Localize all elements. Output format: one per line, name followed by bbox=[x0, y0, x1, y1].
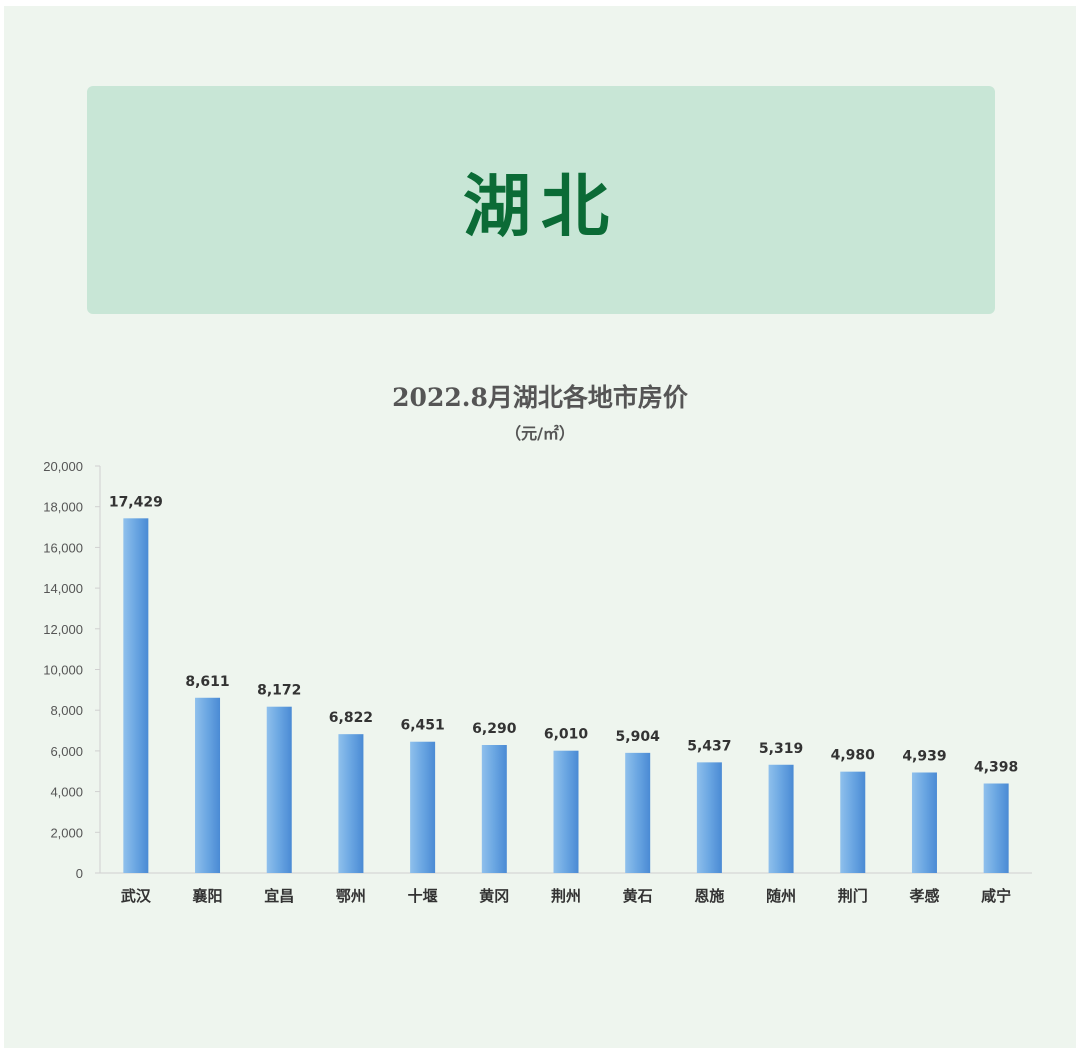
banner-title: 湖北 bbox=[462, 167, 619, 247]
x-tick-label: 咸宁 bbox=[981, 887, 1011, 905]
bar bbox=[338, 734, 364, 873]
data-label: 6,451 bbox=[400, 718, 444, 734]
chart-subtitle: （元/㎡） bbox=[505, 424, 575, 443]
x-tick-label: 宜昌 bbox=[264, 887, 294, 905]
x-tick-label: 孝感 bbox=[908, 887, 939, 905]
bar bbox=[266, 706, 292, 873]
y-tick-label: 16,000 bbox=[43, 540, 83, 555]
data-label: 4,398 bbox=[974, 760, 1018, 776]
x-tick-label: 襄阳 bbox=[192, 887, 223, 905]
y-tick-label: 10,000 bbox=[43, 663, 83, 678]
data-label: 17,429 bbox=[109, 494, 163, 510]
x-tick-label: 武汉 bbox=[121, 887, 152, 905]
y-tick-label: 8,000 bbox=[50, 703, 83, 718]
y-tick-label: 18,000 bbox=[43, 500, 83, 515]
bar bbox=[840, 771, 866, 873]
y-tick-label: 12,000 bbox=[43, 622, 83, 637]
y-tick-label: 14,000 bbox=[43, 581, 83, 596]
y-tick-label: 4,000 bbox=[50, 785, 83, 800]
bars: 17,429 武汉 8,611 襄阳 8,172 宜昌 6,822 鄂州 6,451 十堰 6,29… bbox=[109, 494, 1018, 905]
page-background: 湖北 2022.8月湖北各地市房价 （元/㎡） bbox=[4, 6, 1076, 1048]
x-tick-label: 荆门 bbox=[838, 887, 868, 905]
chart-title: 2022.8月湖北各地市房价 bbox=[392, 383, 688, 412]
x-tick-label: 随州 bbox=[766, 887, 796, 905]
y-tick-label: 6,000 bbox=[50, 744, 83, 759]
y-axis: 0 2,000 4,000 6,000 8,000 10,000 12,000 14,000 1… bbox=[43, 459, 1032, 881]
y-tick-label: 2,000 bbox=[50, 825, 83, 840]
data-label: 6,290 bbox=[472, 721, 517, 737]
bar bbox=[410, 741, 436, 873]
title-banner: 湖北 bbox=[87, 86, 995, 314]
bar bbox=[911, 772, 937, 873]
y-tick-label: 0 bbox=[76, 866, 83, 881]
x-tick-label: 十堰 bbox=[408, 887, 438, 905]
data-label: 5,319 bbox=[759, 741, 803, 757]
bar bbox=[983, 783, 1009, 873]
bar bbox=[195, 697, 221, 873]
x-tick-label: 恩施 bbox=[694, 887, 724, 905]
data-label: 5,437 bbox=[687, 738, 731, 754]
y-tick-label: 20,000 bbox=[43, 459, 83, 474]
x-tick-label: 鄂州 bbox=[336, 887, 366, 905]
x-tick-label: 黄冈 bbox=[479, 887, 509, 905]
x-tick-label: 黄石 bbox=[623, 887, 653, 905]
data-label: 5,904 bbox=[616, 729, 661, 745]
data-label: 4,939 bbox=[902, 748, 946, 764]
bar bbox=[768, 764, 794, 873]
x-tick-label: 荆州 bbox=[551, 887, 581, 905]
data-label: 8,611 bbox=[185, 674, 229, 690]
bar bbox=[481, 744, 507, 873]
data-label: 6,822 bbox=[329, 710, 373, 726]
bar bbox=[625, 752, 651, 873]
bar bbox=[553, 750, 579, 873]
bar bbox=[123, 518, 149, 873]
data-label: 6,010 bbox=[544, 727, 589, 743]
bar bbox=[696, 762, 722, 873]
data-label: 4,980 bbox=[831, 748, 876, 764]
data-label: 8,172 bbox=[257, 683, 301, 699]
